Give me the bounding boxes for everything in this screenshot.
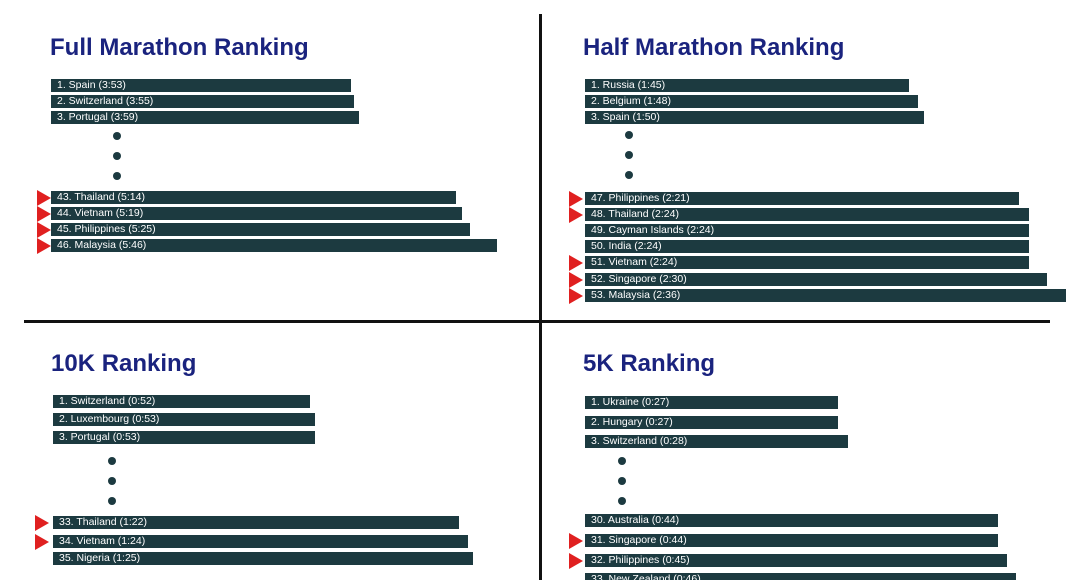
panel-half-marathon: Half Marathon Ranking 1. Russia (1:45) 2.…: [542, 0, 1068, 320]
ellipsis-dot: [618, 477, 626, 485]
ranking-bar: 2. Switzerland (3:55): [51, 95, 354, 108]
ranking-bar: 3. Portugal (3:59): [51, 111, 359, 124]
red-triangle-marker-icon: [569, 191, 583, 207]
ellipsis-dot: [108, 497, 116, 505]
ranking-bar: 2. Belgium (1:48): [585, 95, 918, 108]
ranking-bar: 1. Spain (3:53): [51, 79, 351, 92]
ranking-bar: 51. Vietnam (2:24): [585, 256, 1029, 269]
red-triangle-marker-icon: [37, 206, 51, 222]
ranking-bar: 35. Nigeria (1:25): [53, 552, 473, 565]
ranking-bar: 46. Malaysia (5:46): [51, 239, 497, 252]
red-triangle-marker-icon: [35, 515, 49, 531]
horizontal-divider: [24, 320, 1050, 323]
red-triangle-marker-icon: [569, 553, 583, 569]
ranking-bar: 2. Luxembourg (0:53): [53, 413, 315, 426]
ranking-bar: 49. Cayman Islands (2:24): [585, 224, 1029, 237]
ranking-bar: 33. Thailand (1:22): [53, 516, 459, 529]
ellipsis-dot: [625, 151, 633, 159]
ranking-bar: 32. Philippines (0:45): [585, 554, 1007, 567]
red-triangle-marker-icon: [37, 190, 51, 206]
panel-10k: 10K Ranking 1. Switzerland (0:52) 2. Luxe…: [0, 323, 539, 580]
ranking-bar: 1. Switzerland (0:52): [53, 395, 310, 408]
panel-title: Full Marathon Ranking: [50, 34, 309, 61]
ellipsis-dot: [113, 152, 121, 160]
red-triangle-marker-icon: [569, 272, 583, 288]
ranking-bar: 30. Australia (0:44): [585, 514, 998, 527]
red-triangle-marker-icon: [37, 222, 51, 238]
ranking-bar: 52. Singapore (2:30): [585, 273, 1047, 286]
ellipsis-dot: [618, 497, 626, 505]
ranking-bar: 53. Malaysia (2:36): [585, 289, 1066, 302]
ranking-bar: 47. Philippines (2:21): [585, 192, 1019, 205]
red-triangle-marker-icon: [37, 238, 51, 254]
red-triangle-marker-icon: [569, 533, 583, 549]
ellipsis-dot: [618, 457, 626, 465]
ranking-bar: 44. Vietnam (5:19): [51, 207, 462, 220]
ranking-bar: 34. Vietnam (1:24): [53, 535, 468, 548]
ranking-bar: 3. Switzerland (0:28): [585, 435, 848, 448]
ellipsis-dot: [113, 132, 121, 140]
vertical-divider: [539, 14, 542, 580]
ranking-bar: 48. Thailand (2:24): [585, 208, 1029, 221]
ranking-bar: 1. Russia (1:45): [585, 79, 909, 92]
red-triangle-marker-icon: [569, 207, 583, 223]
ranking-bar: 1. Ukraine (0:27): [585, 396, 838, 409]
red-triangle-marker-icon: [569, 255, 583, 271]
ranking-bar: 50. India (2:24): [585, 240, 1029, 253]
ranking-bar: 2. Hungary (0:27): [585, 416, 838, 429]
ranking-bar: 31. Singapore (0:44): [585, 534, 998, 547]
ellipsis-dot: [108, 477, 116, 485]
ranking-bar: 3. Spain (1:50): [585, 111, 924, 124]
panel-full-marathon: Full Marathon Ranking 1. Spain (3:53) 2. …: [0, 0, 539, 320]
ranking-bar: 43. Thailand (5:14): [51, 191, 456, 204]
panel-title: 5K Ranking: [583, 350, 716, 377]
ellipsis-dot: [113, 172, 121, 180]
ellipsis-dot: [625, 171, 633, 179]
red-triangle-marker-icon: [569, 288, 583, 304]
panel-5k: 5K Ranking 1. Ukraine (0:27) 2. Hungary (…: [542, 323, 1068, 580]
ranking-bar: 33. New Zealand (0:46): [585, 573, 1016, 580]
panel-title: Half Marathon Ranking: [583, 34, 845, 61]
ranking-bar: 45. Philippines (5:25): [51, 223, 470, 236]
red-triangle-marker-icon: [35, 534, 49, 550]
ellipsis-dot: [108, 457, 116, 465]
ranking-bar: 3. Portugal (0:53): [53, 431, 315, 444]
ellipsis-dot: [625, 131, 633, 139]
panel-title: 10K Ranking: [51, 350, 197, 377]
